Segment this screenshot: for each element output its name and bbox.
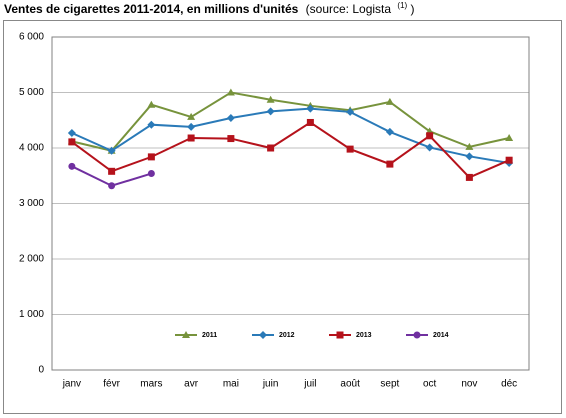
marker — [147, 153, 155, 161]
x-tick-label: févr — [103, 379, 120, 390]
marker — [385, 97, 394, 105]
x-tick-label: juil — [303, 379, 316, 390]
y-tick-label: 0 — [38, 365, 44, 376]
source: (source: Logista — [306, 2, 392, 16]
chart-frame — [3, 20, 562, 414]
marker — [505, 156, 513, 164]
y-tick-label: 4 000 — [19, 143, 44, 154]
x-tick-label: juin — [262, 379, 279, 390]
series-line — [71, 121, 510, 179]
marker — [306, 104, 315, 113]
x-tick-label: nov — [461, 379, 477, 390]
legend-marker — [259, 331, 267, 339]
marker — [465, 142, 474, 150]
legend-label: 2014 — [433, 332, 449, 339]
marker — [226, 114, 235, 123]
x-tick-label: sept — [380, 379, 399, 390]
legend-marker — [413, 331, 421, 339]
marker — [108, 167, 116, 175]
marker — [267, 144, 275, 152]
marker — [505, 134, 514, 142]
marker — [187, 122, 196, 131]
marker — [187, 112, 196, 120]
y-tick-label: 2 000 — [19, 254, 44, 265]
x-tick-label: mai — [223, 379, 239, 390]
chart-title: Ventes de cigarettes 2011-2014, en milli… — [4, 2, 299, 16]
marker — [147, 170, 155, 178]
legend-marker — [182, 331, 190, 338]
marker — [147, 120, 156, 129]
marker — [187, 134, 195, 142]
marker — [227, 135, 235, 143]
legend-label: 2013 — [356, 332, 372, 339]
marker — [68, 162, 76, 170]
marker — [426, 132, 434, 140]
y-tick-label: 1 000 — [19, 309, 44, 320]
marker — [266, 95, 275, 103]
series-line — [71, 91, 510, 152]
legend-label: 2011 — [202, 332, 217, 339]
source-close: ) — [411, 2, 415, 16]
marker — [226, 88, 235, 96]
marker — [306, 118, 314, 126]
x-tick-label: avr — [184, 379, 199, 390]
marker — [425, 143, 434, 152]
marker — [386, 160, 394, 168]
marker — [147, 100, 156, 108]
marker — [465, 173, 473, 181]
x-tick-label: août — [340, 379, 360, 390]
chart-title-line: Ventes de cigarettes 2011-2014, en milli… — [4, 0, 415, 16]
marker — [107, 146, 116, 155]
marker — [465, 152, 474, 161]
legend-marker — [336, 331, 344, 339]
marker — [67, 129, 76, 138]
marker — [68, 138, 76, 146]
legend-label: 2012 — [279, 332, 295, 339]
y-tick-label: 5 000 — [19, 87, 44, 98]
x-tick-label: oct — [423, 379, 437, 390]
marker — [266, 107, 275, 116]
source-note: (1) — [397, 1, 407, 10]
marker — [108, 182, 116, 190]
y-tick-label: 6 000 — [19, 32, 44, 43]
marker — [385, 127, 394, 136]
x-tick-label: déc — [501, 379, 517, 390]
plot-frame — [51, 36, 530, 371]
x-tick-label: janv — [62, 379, 81, 390]
y-tick-label: 3 000 — [19, 198, 44, 209]
marker — [346, 107, 355, 116]
marker — [346, 145, 354, 153]
series-line — [71, 107, 510, 164]
x-tick-label: mars — [140, 379, 162, 390]
